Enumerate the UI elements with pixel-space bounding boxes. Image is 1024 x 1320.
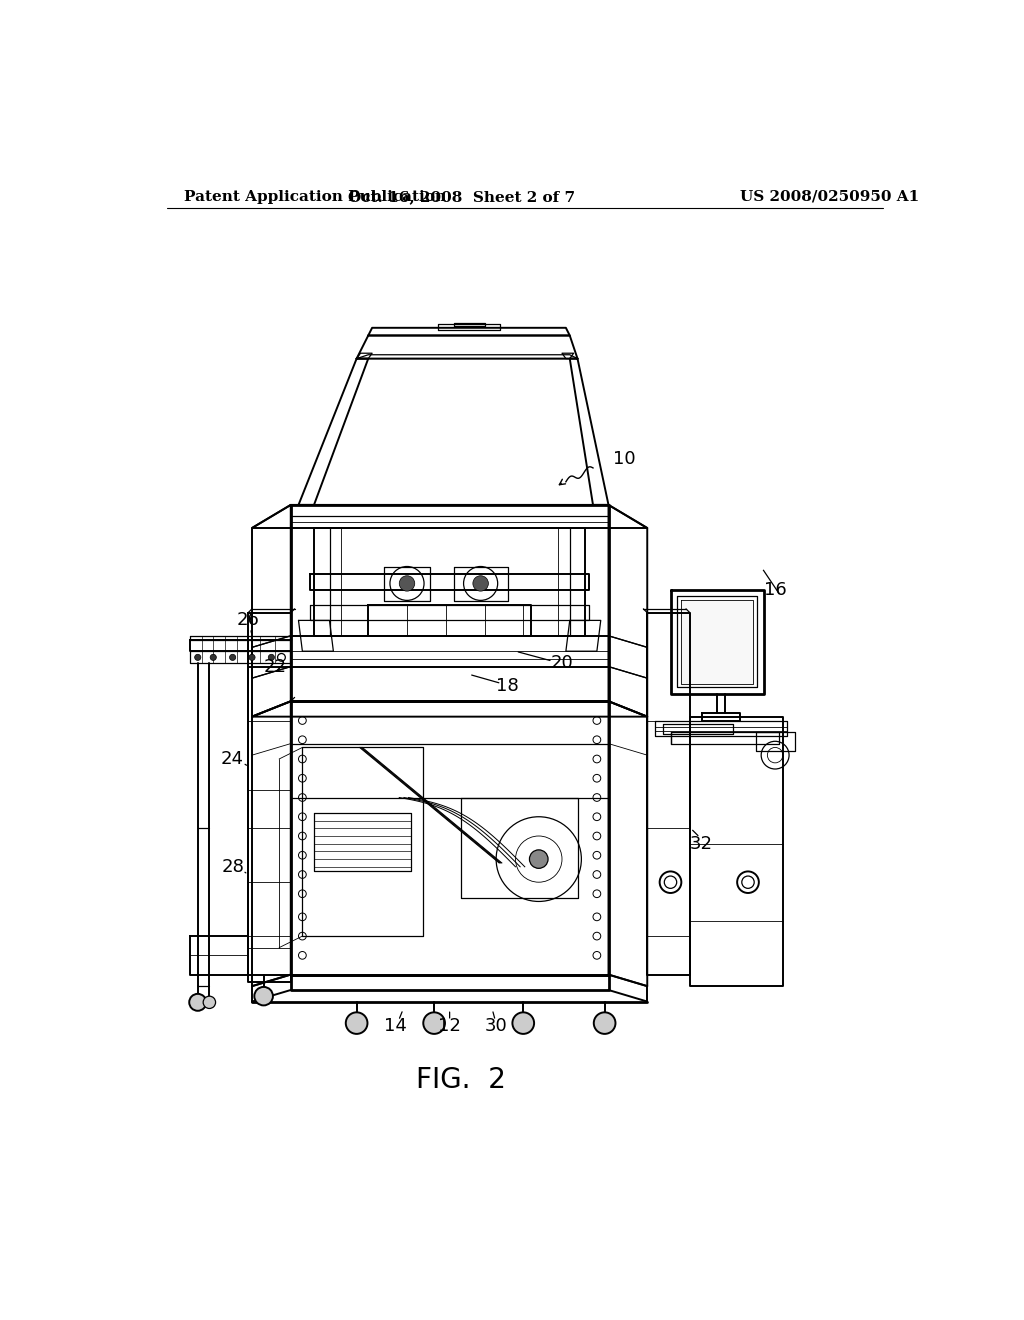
Circle shape [210,655,216,660]
Text: US 2008/0250950 A1: US 2008/0250950 A1 [740,190,920,203]
Text: 20: 20 [551,653,573,672]
Circle shape [594,1012,615,1034]
Text: 22: 22 [264,657,287,676]
Text: FIG.  2: FIG. 2 [417,1067,506,1094]
Circle shape [529,850,548,869]
Circle shape [254,987,273,1006]
Circle shape [268,655,274,660]
Circle shape [249,655,255,660]
Circle shape [473,576,488,591]
Circle shape [346,1012,368,1034]
Polygon shape [681,599,754,684]
Circle shape [423,1012,445,1034]
Text: 24: 24 [221,750,244,768]
Text: 30: 30 [484,1018,508,1035]
Text: 10: 10 [612,450,635,467]
Text: 26: 26 [237,611,259,630]
Circle shape [399,576,415,591]
Circle shape [195,655,201,660]
Text: 18: 18 [497,677,519,694]
Text: Oct. 16, 2008  Sheet 2 of 7: Oct. 16, 2008 Sheet 2 of 7 [348,190,574,203]
Circle shape [229,655,236,660]
Text: Patent Application Publication: Patent Application Publication [183,190,445,203]
Text: 16: 16 [764,581,786,598]
Text: 32: 32 [690,834,713,853]
Circle shape [203,997,216,1008]
Text: 12: 12 [438,1018,461,1035]
Text: 28: 28 [221,858,244,875]
Text: 14: 14 [384,1018,407,1035]
Circle shape [512,1012,535,1034]
Circle shape [189,994,206,1011]
